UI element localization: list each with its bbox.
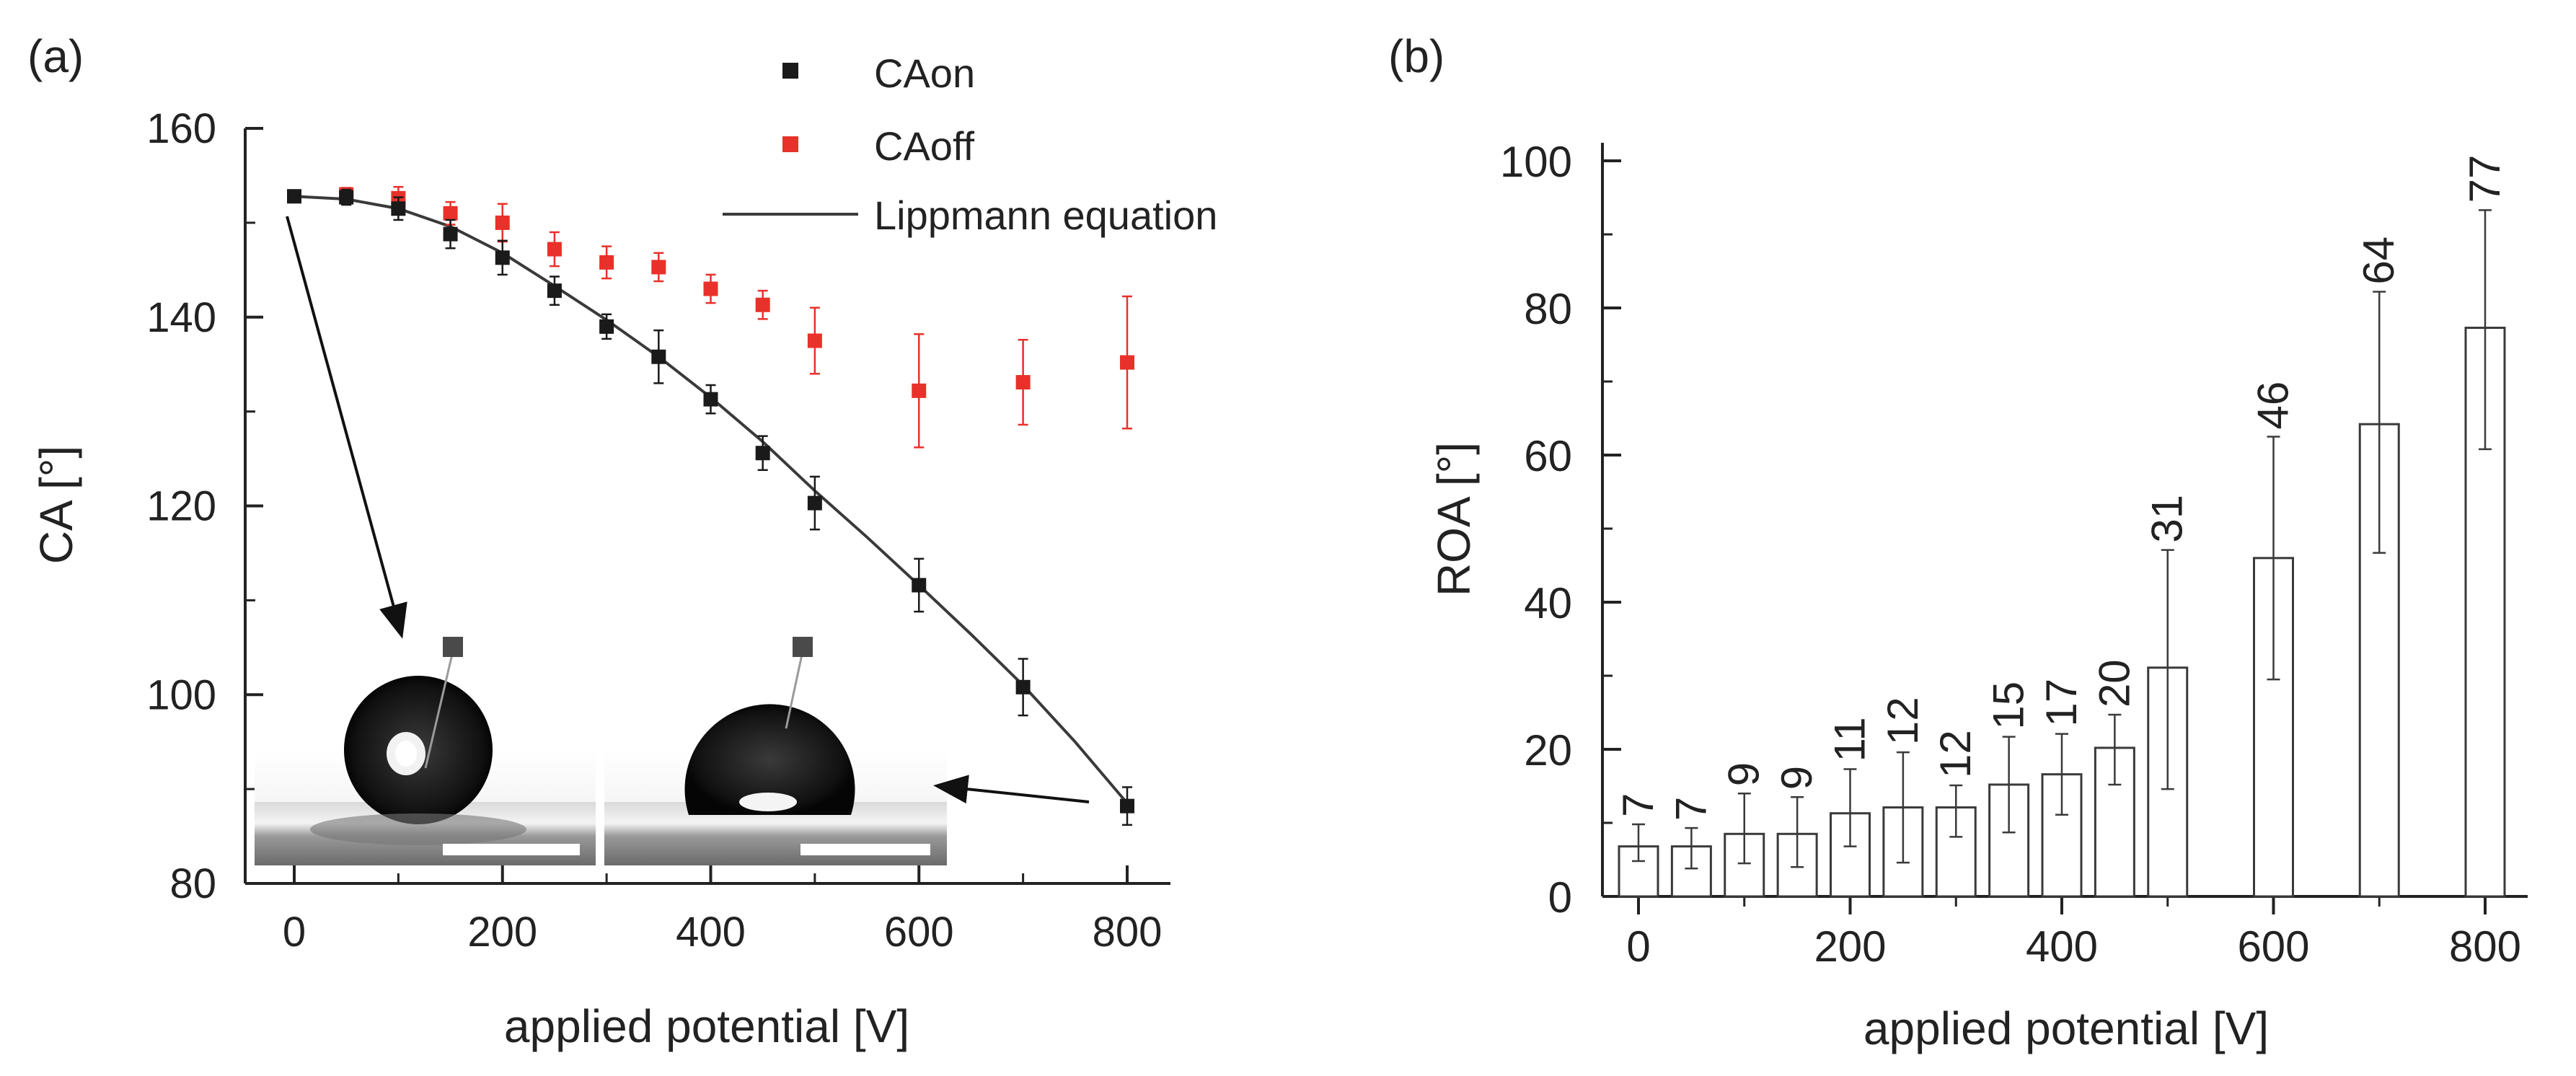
panel-b-x-tick-label: 600: [2237, 922, 2309, 971]
caon-point: [495, 250, 510, 265]
panel-a-x-tick-label: 600: [884, 909, 954, 956]
caoff-error-bars: [341, 185, 1132, 449]
caon-point: [547, 283, 562, 299]
caoff-point: [547, 242, 562, 257]
panel-a-x-tick-label: 400: [676, 909, 746, 956]
caon-point: [391, 201, 406, 216]
panel-b-x-tick-label: 0: [1626, 922, 1650, 971]
caon-points: [287, 189, 1134, 813]
panel-a-x-axis-label: applied potential [V]: [504, 1000, 909, 1052]
caoff-point: [755, 297, 770, 312]
roa-bar: [1724, 832, 1765, 898]
panel-a-y-axis-label: CA [°]: [30, 446, 82, 564]
caoff-point: [807, 333, 822, 348]
roa-data-label: 9: [1720, 762, 1768, 786]
caon-point: [807, 495, 822, 511]
panel-b-y-axis-label: ROA [°]: [1428, 442, 1480, 596]
roa-data-label: 11: [1826, 717, 1874, 762]
panel-b-y-tick-label: 60: [1524, 432, 1572, 480]
legend-caon-label: CAon: [874, 50, 975, 96]
roa-data-label: 46: [2249, 382, 2298, 430]
panel-b-label: (b): [1388, 30, 1444, 82]
panel-b-x-tick-label: 400: [2026, 922, 2098, 971]
panel-a-legend: CAon CAoff Lippmann equation: [723, 50, 1217, 238]
roa-data-label: 9: [1773, 766, 1821, 790]
panel-b-y-tick-label: 100: [1500, 138, 1572, 186]
roa-data-label: 7: [1667, 797, 1715, 821]
roa-data-label: 17: [2037, 679, 2086, 727]
panel-b-x-axis-label: applied potential [V]: [1863, 1002, 2269, 1054]
panel-a-chart: (a) 80 100 120 140 160 0 200 400 600 800: [27, 30, 1217, 1052]
panel-a-x-tick-label: 800: [1093, 909, 1163, 956]
caoff-point: [443, 206, 458, 221]
roa-bar: [2041, 773, 2083, 898]
arrow-to-right-inset: [933, 775, 1090, 804]
caoff-point: [912, 383, 927, 398]
panel-a-y-tick-label: 100: [146, 671, 216, 718]
panel-a-x-tick-label: 0: [283, 909, 306, 956]
panel-b-y-tick-label: 80: [1524, 285, 1572, 333]
inset-droplet-image-0v: [255, 637, 596, 865]
panel-a-y-tick-label: 140: [146, 294, 216, 341]
panel-b-ticks: 0 20 40 60 80 100 0 200 400 600 800: [1500, 138, 2521, 971]
panel-a-y-tick-label: 160: [146, 105, 216, 152]
panel-b-x-tick-label: 200: [1814, 922, 1886, 971]
caon-point: [1120, 798, 1134, 813]
roa-data-label: 31: [2143, 495, 2192, 543]
caon-point: [651, 349, 666, 364]
caon-point: [599, 319, 614, 334]
panel-b-y-tick-label: 20: [1524, 726, 1572, 775]
caon-point: [339, 190, 354, 205]
roa-data-label: 12: [1879, 697, 1927, 745]
panel-a-y-tick-label: 120: [146, 483, 216, 530]
panel-a-label: (a): [27, 30, 84, 82]
legend-caoff-label: CAoff: [874, 123, 974, 169]
panel-b-y-tick-label: 0: [1548, 873, 1572, 922]
arrow-to-left-inset: [286, 216, 407, 639]
roa-data-label: 64: [2355, 237, 2403, 285]
inset-droplet-image-800v: [604, 637, 947, 865]
roa-data-label: 7: [1614, 793, 1662, 817]
panel-b-y-tick-label: 40: [1524, 579, 1572, 627]
panel-a-y-tick-label: 80: [169, 860, 216, 907]
caon-point: [443, 226, 458, 242]
roa-data-label: 20: [2090, 659, 2138, 707]
caoff-point: [1015, 375, 1031, 390]
panel-a-ticks: 80 100 120 140 160 0 200 400 600 800: [146, 105, 1162, 956]
caoff-point: [651, 260, 666, 275]
caoff-point: [495, 215, 510, 230]
caon-point: [1015, 679, 1031, 694]
caoff-point: [703, 281, 718, 296]
caoff-point: [599, 255, 614, 270]
caon-point: [703, 392, 718, 407]
panel-a-x-tick-label: 200: [467, 909, 537, 956]
caon-point: [912, 578, 927, 593]
legend-caon-marker: [782, 63, 798, 79]
roa-data-label: 77: [2461, 155, 2509, 203]
caoff-point: [1120, 355, 1134, 370]
legend-lippmann-label: Lippmann equation: [874, 193, 1217, 238]
roa-data-label: 12: [1931, 730, 1980, 778]
legend-caoff-marker: [782, 136, 798, 152]
caon-point: [755, 446, 770, 461]
panel-b-x-tick-label: 800: [2449, 922, 2521, 971]
caon-point: [287, 189, 301, 204]
roa-data-label: 15: [1985, 682, 2033, 730]
